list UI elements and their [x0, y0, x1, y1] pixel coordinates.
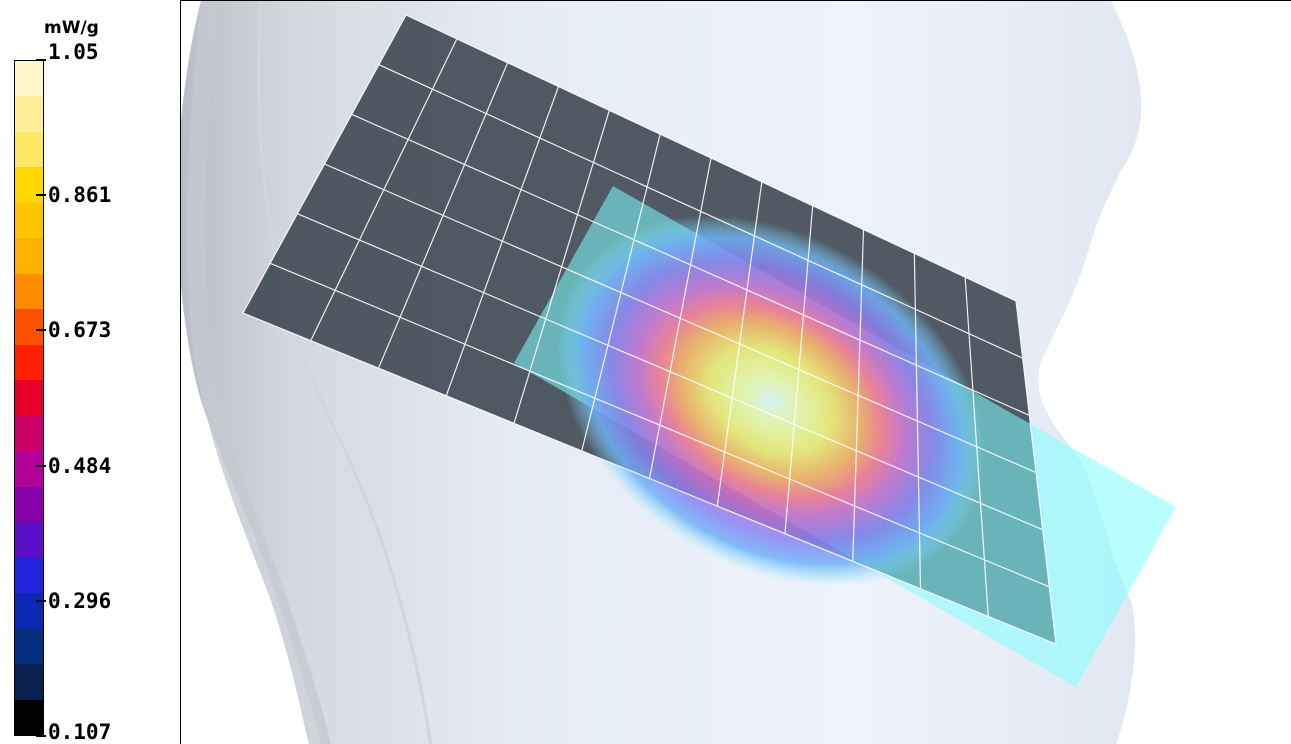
grid-line	[297, 213, 1043, 531]
grid-line	[324, 163, 1037, 474]
colorbar-segment	[15, 344, 43, 381]
colorbar-segment	[15, 61, 43, 97]
legend-tick-mark	[36, 599, 46, 602]
colorbar-segment	[15, 96, 43, 133]
legend-tick-label: 0.296	[48, 588, 112, 613]
legend-tick-label: 0.107	[48, 720, 112, 744]
colorbar-segment	[15, 167, 43, 204]
colorbar-segment	[15, 486, 43, 523]
sar-3d-viewport[interactable]	[180, 0, 1291, 744]
legend-tick-mark	[36, 735, 46, 737]
grid-line	[405, 14, 1017, 302]
colorbar-segment	[15, 202, 43, 239]
colorbar	[14, 60, 44, 736]
legend-tick-mark	[36, 329, 46, 332]
grid-line	[269, 262, 1050, 588]
colorbar-segment	[15, 699, 43, 736]
ear-contour	[257, 1, 433, 744]
legend-tick-label: 1.05	[48, 40, 99, 64]
colorbar-segment	[15, 273, 43, 310]
colorbar-segment	[15, 557, 43, 594]
scan-grid-lines	[242, 14, 1057, 645]
legend-tick-mark	[36, 59, 46, 61]
colorbar-segment	[15, 451, 43, 488]
legend-tick-mark	[36, 464, 46, 467]
colorbar-segment	[15, 628, 43, 665]
sar-scene	[181, 1, 1176, 744]
colorbar-segment	[15, 309, 43, 346]
colorbar-segment	[15, 131, 43, 168]
colorbar-segment	[15, 238, 43, 275]
colorbar-segment	[15, 380, 43, 417]
colorbar-segment	[15, 664, 43, 701]
grid-line	[351, 113, 1030, 416]
grid-line	[378, 64, 1023, 359]
colorbar-segment	[15, 415, 43, 452]
legend-tick-label: 0.673	[48, 318, 112, 343]
legend-tick-label: 0.861	[48, 183, 112, 208]
sar-hotspot	[557, 215, 985, 587]
head-shadow-edge	[186, 1, 331, 744]
legend-unit-label: mW/g	[44, 18, 99, 38]
legend-tick-mark	[36, 194, 46, 197]
grid-line	[242, 312, 1057, 645]
color-legend: mW/g 1.05 0.861 0.673 0.484 0.296 0.107	[0, 0, 180, 744]
colorbar-segment	[15, 522, 43, 559]
legend-tick-label: 0.484	[48, 453, 112, 478]
colorbar-segment	[15, 593, 43, 630]
